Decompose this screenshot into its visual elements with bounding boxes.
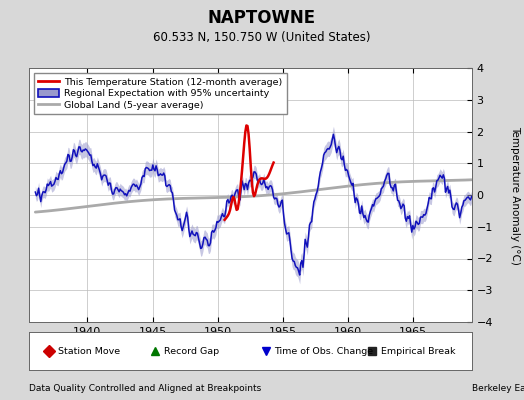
Text: Time of Obs. Change: Time of Obs. Change [275, 346, 374, 356]
Y-axis label: Temperature Anomaly (°C): Temperature Anomaly (°C) [510, 126, 520, 264]
Text: 60.533 N, 150.750 W (United States): 60.533 N, 150.750 W (United States) [153, 31, 371, 44]
Text: Empirical Break: Empirical Break [381, 346, 455, 356]
Text: Data Quality Controlled and Aligned at Breakpoints: Data Quality Controlled and Aligned at B… [29, 384, 261, 393]
Text: Record Gap: Record Gap [164, 346, 219, 356]
Legend: This Temperature Station (12-month average), Regional Expectation with 95% uncer: This Temperature Station (12-month avera… [34, 73, 287, 114]
Text: NAPTOWNE: NAPTOWNE [208, 9, 316, 27]
Text: Station Move: Station Move [58, 346, 119, 356]
Text: Berkeley Earth: Berkeley Earth [472, 384, 524, 393]
